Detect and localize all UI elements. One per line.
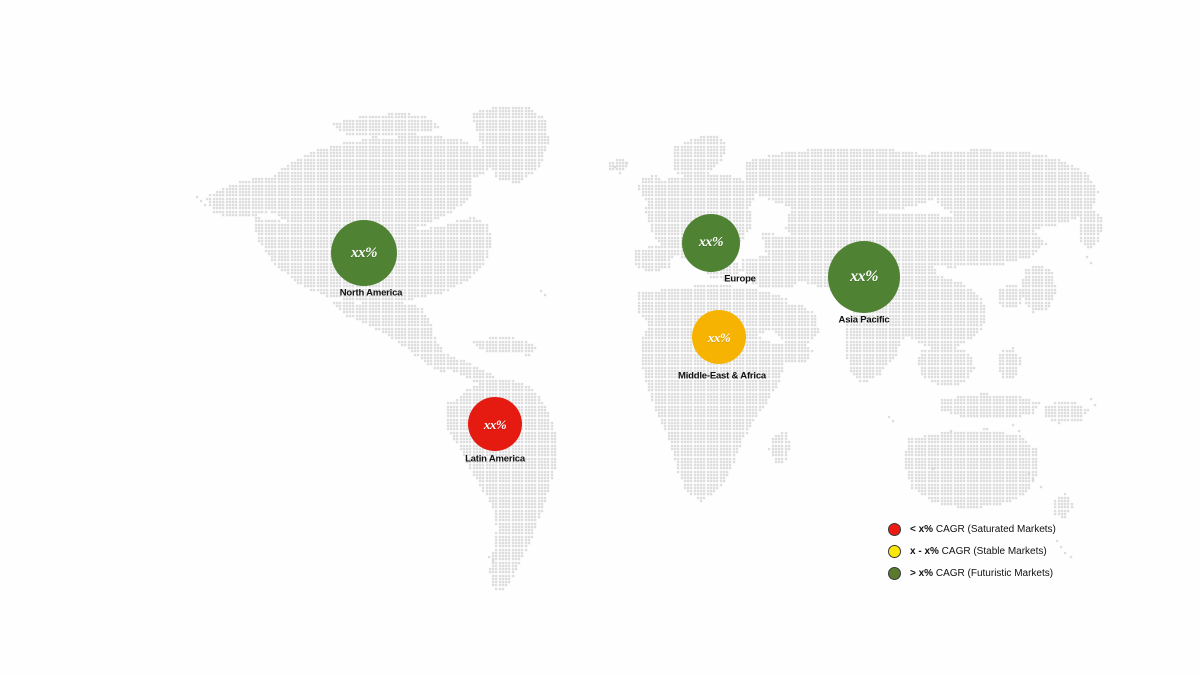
region-label-north-america: North America bbox=[339, 287, 403, 299]
legend-prefix-futuristic: > x% bbox=[910, 567, 934, 579]
region-label-europe: Europe bbox=[724, 273, 756, 285]
region-value-asia-pacific: xx% bbox=[850, 268, 878, 285]
region-bubble-latin-america[interactable]: xx% bbox=[468, 397, 522, 451]
legend-item-stable[interactable]: x - x% CAGR (Stable Markets) bbox=[888, 540, 1056, 562]
legend-desc-futuristic: CAGR (Futuristic Markets) bbox=[933, 567, 1054, 579]
legend-text-saturated: < x% CAGR (Saturated Markets) bbox=[910, 524, 1056, 535]
region-bubble-north-america[interactable]: xx% bbox=[331, 220, 397, 286]
legend-dot-saturated bbox=[888, 522, 901, 536]
legend-text-stable: x - x% CAGR (Stable Markets) bbox=[910, 546, 1047, 557]
legend-text-futuristic: > x% CAGR (Futuristic Markets) bbox=[910, 568, 1053, 579]
region-label-asia-pacific: Asia Pacific bbox=[838, 314, 890, 326]
region-value-europe: xx% bbox=[698, 235, 724, 250]
region-bubble-europe[interactable]: xx% bbox=[682, 214, 740, 272]
region-label-middle-east-africa: Middle-East & Africa bbox=[677, 370, 767, 382]
legend-desc-saturated: CAGR (Saturated Markets) bbox=[933, 523, 1056, 535]
region-value-latin-america: xx% bbox=[483, 416, 507, 432]
legend-item-saturated[interactable]: < x% CAGR (Saturated Markets) bbox=[888, 518, 1056, 540]
region-bubble-middle-east-africa[interactable]: xx% bbox=[692, 310, 746, 364]
legend-desc-stable: CAGR (Stable Markets) bbox=[938, 545, 1047, 557]
legend-dot-futuristic bbox=[888, 566, 901, 580]
region-bubble-asia-pacific[interactable]: xx% bbox=[828, 241, 900, 313]
legend-prefix-saturated: < x% bbox=[910, 523, 934, 535]
cagr-legend: < x% CAGR (Saturated Markets) x - x% CAGR… bbox=[888, 518, 1056, 584]
region-label-latin-america: Latin America bbox=[465, 453, 525, 465]
legend-prefix-stable: x - x% bbox=[910, 545, 939, 557]
region-value-middle-east-africa: xx% bbox=[707, 329, 731, 345]
legend-item-futuristic[interactable]: > x% CAGR (Futuristic Markets) bbox=[888, 562, 1056, 584]
legend-dot-stable bbox=[888, 544, 901, 558]
region-value-north-america: xx% bbox=[351, 244, 378, 261]
